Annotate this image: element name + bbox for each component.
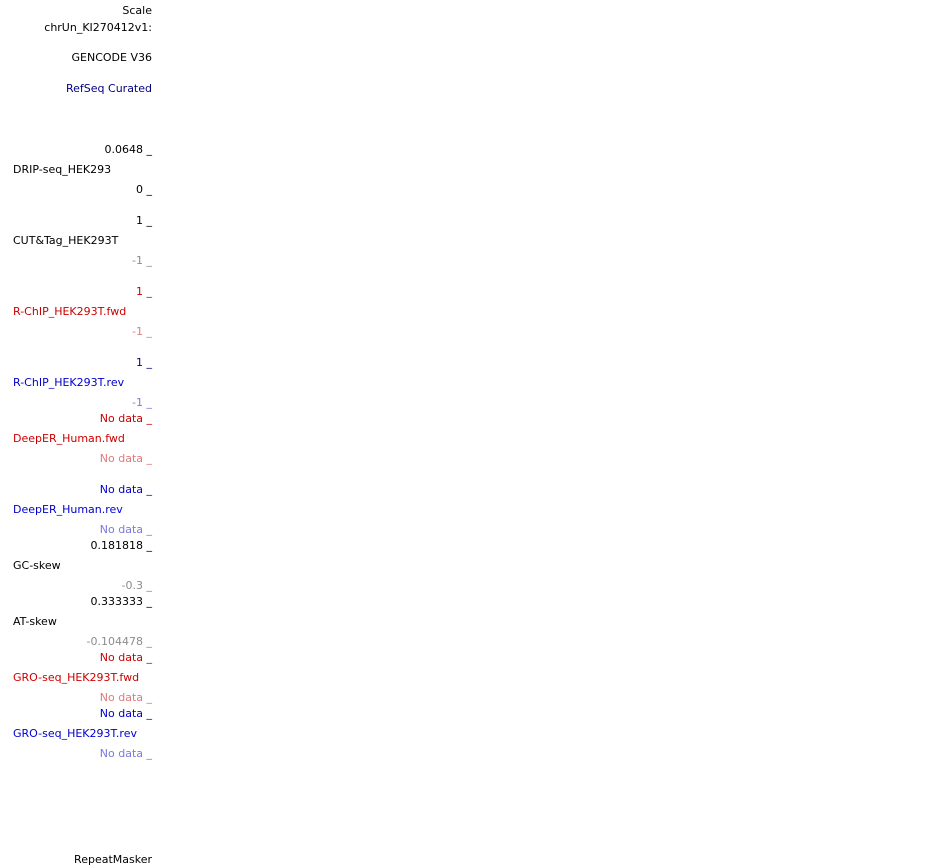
gc-skew-max-value: 0.181818 _	[90, 539, 152, 552]
deeper-fwd-max-value: No data _	[99, 412, 152, 425]
at-skew-min-value: -0.104478 _	[86, 635, 152, 648]
gro-seq-fwd-max-value: No data _	[99, 651, 152, 664]
track-label-gro-seq-rev[interactable]: GRO-seq_HEK293T.rev	[13, 727, 137, 740]
deeper-rev-min-value: No data _	[99, 523, 152, 536]
track-label-rchip-rev[interactable]: R-ChIP_HEK293T.rev	[13, 376, 125, 389]
rchip-rev-max-value: 1 _	[136, 356, 152, 369]
track-label-refseq-curated[interactable]: RefSeq Curated	[66, 82, 152, 95]
rchip-fwd-max-value: 1 _	[136, 285, 152, 298]
cut-tag-min-value: -1 _	[132, 254, 152, 267]
rchip-rev-min-value: -1 _	[132, 396, 152, 409]
track-label-cut-tag[interactable]: CUT&Tag_HEK293T	[13, 234, 119, 247]
gc-skew-min-value: -0.3 _	[121, 579, 152, 592]
scale-label[interactable]: Scale	[122, 4, 152, 17]
track-label-gc-skew[interactable]: GC-skew	[13, 559, 61, 572]
track-label-gencode[interactable]: GENCODE V36	[71, 51, 152, 64]
rchip-fwd-min-value: -1 _	[132, 325, 152, 338]
drip-seq-max-value: 0.0648 _	[104, 143, 153, 156]
deeper-rev-max-value: No data _	[99, 483, 152, 496]
gro-seq-rev-min-value: No data _	[99, 747, 152, 760]
cut-tag-max-value: 1 _	[136, 214, 152, 227]
deeper-fwd-min-value: No data _	[99, 452, 152, 465]
track-label-at-skew[interactable]: AT-skew	[13, 615, 57, 628]
track-label-deeper-fwd[interactable]: DeepER_Human.fwd	[13, 432, 125, 445]
track-label-deeper-rev[interactable]: DeepER_Human.rev	[13, 503, 123, 516]
gro-seq-rev-max-value: No data _	[99, 707, 152, 720]
track-label-rchip-fwd[interactable]: R-ChIP_HEK293T.fwd	[13, 305, 127, 318]
track-label-repeatmasker[interactable]: RepeatMasker	[74, 853, 152, 866]
track-label-gro-seq-fwd[interactable]: GRO-seq_HEK293T.fwd	[13, 671, 140, 684]
drip-seq-min-value: 0 _	[136, 183, 152, 196]
at-skew-max-value: 0.333333 _	[90, 595, 152, 608]
track-label-drip-seq[interactable]: DRIP-seq_HEK293	[13, 163, 112, 176]
gro-seq-fwd-min-value: No data _	[99, 691, 152, 704]
chrom-position-label[interactable]: chrUn_KI270412v1:	[44, 21, 152, 34]
